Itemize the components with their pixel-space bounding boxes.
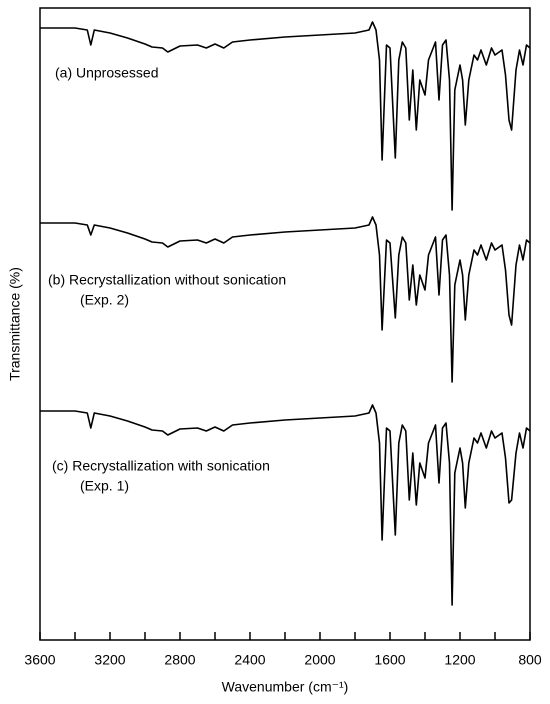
annotation: (c) Recrystallization with sonication [52,458,270,474]
x-tick-label: 800 [518,652,542,668]
spectrum-line [40,404,531,606]
annotation: (Exp. 2) [80,292,129,308]
x-tick-label: 2800 [164,652,195,668]
x-tick-label: 1200 [444,652,475,668]
spectrum-line [40,216,531,383]
annotation: (a) Unprosessed [55,65,159,81]
y-axis-label: Transmittance (%) [7,267,23,381]
x-tick-label: 2000 [304,652,335,668]
plot-frame [39,7,531,641]
x-tick-label: 1600 [374,652,405,668]
x-tick-label: 2400 [234,652,265,668]
spectrum-line [40,21,531,211]
annotation: (Exp. 1) [80,478,129,494]
x-axis-label: Wavenumber (cm⁻¹) [222,679,349,695]
annotation: (b) Recrystallization without sonication [48,272,286,288]
x-tick-label: 3200 [94,652,125,668]
x-tick-label: 3600 [24,652,55,668]
